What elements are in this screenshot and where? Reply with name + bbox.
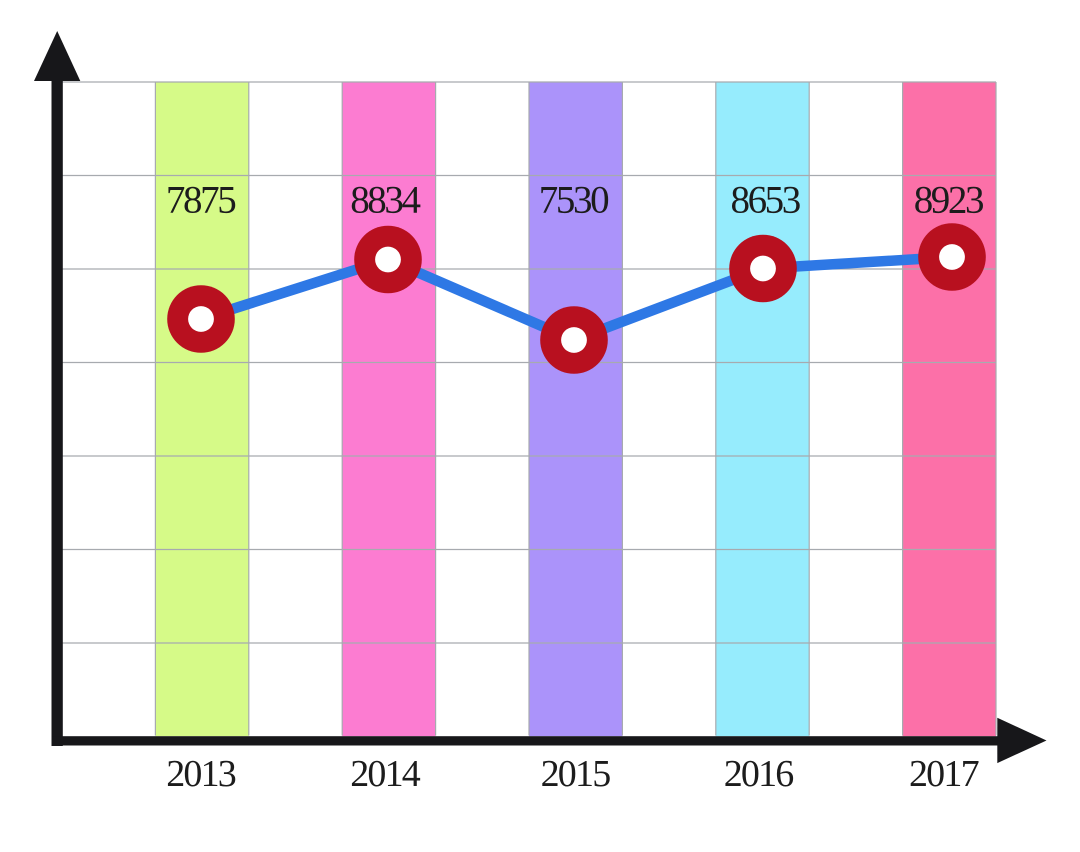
- svg-text:8653: 8653: [730, 179, 799, 222]
- svg-text:2016: 2016: [724, 753, 794, 795]
- svg-text:2015: 2015: [541, 753, 611, 795]
- svg-text:2013: 2013: [166, 753, 236, 795]
- svg-text:8923: 8923: [914, 179, 983, 222]
- svg-text:2017: 2017: [909, 753, 979, 795]
- svg-text:2014: 2014: [350, 753, 421, 795]
- svg-text:8834: 8834: [350, 179, 420, 222]
- svg-text:7530: 7530: [539, 179, 609, 222]
- svg-text:7875: 7875: [166, 179, 235, 222]
